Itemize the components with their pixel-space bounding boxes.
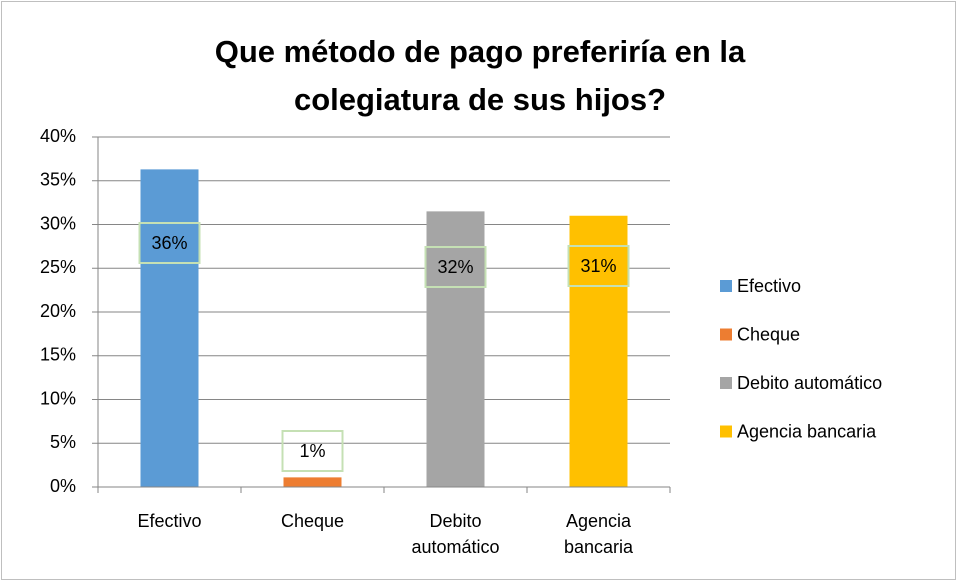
- legend-swatch: [720, 328, 732, 341]
- y-tick-label: 10%: [40, 388, 76, 408]
- legend-label: Debito automático: [737, 373, 882, 393]
- data-label: 31%: [580, 256, 616, 276]
- y-tick-label: 35%: [40, 170, 76, 190]
- bar: [569, 215, 628, 487]
- bar: [283, 477, 342, 487]
- data-label-box: [424, 246, 487, 288]
- legend-swatch: [720, 425, 732, 438]
- data-label-box: [567, 245, 630, 287]
- x-tick-label: Cheque: [280, 511, 345, 531]
- legend-swatch: [720, 377, 732, 389]
- chart-title: Que método de pago preferiría en la cole…: [214, 34, 746, 117]
- data-label: 32%: [437, 257, 473, 277]
- legend-swatch: [720, 280, 732, 292]
- y-tick-label: 0%: [50, 476, 76, 496]
- legend-label: Agencia bancaria: [737, 421, 877, 441]
- y-tick-label: 40%: [40, 126, 76, 146]
- y-tick-label: 15%: [40, 345, 76, 365]
- x-tick-label: Efectivo: [137, 511, 202, 531]
- legend-label: Efectivo: [737, 276, 801, 296]
- data-label-box: [281, 430, 344, 472]
- data-label: 1%: [299, 441, 325, 461]
- x-tick-label: Agencia bancaria: [563, 511, 634, 557]
- data-label-box: [138, 222, 201, 264]
- data-label: 36%: [151, 233, 187, 253]
- y-tick-label: 25%: [40, 257, 76, 277]
- bar: [426, 211, 485, 487]
- legend-label: Cheque: [737, 324, 800, 344]
- bar: [140, 169, 199, 487]
- y-tick-label: 20%: [40, 301, 76, 321]
- y-tick-label: 5%: [50, 432, 76, 452]
- x-tick-label: Debito automático: [411, 511, 500, 557]
- y-tick-label: 30%: [40, 213, 76, 233]
